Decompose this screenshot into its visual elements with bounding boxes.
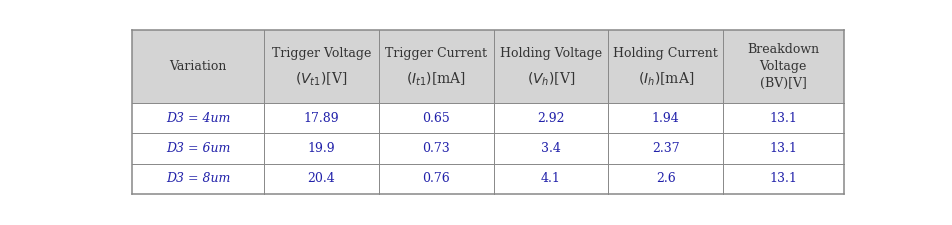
Bar xyxy=(132,133,843,164)
Text: 17.89: 17.89 xyxy=(304,112,339,125)
Text: $(V_{t1})$[V]: $(V_{t1})$[V] xyxy=(295,71,347,88)
Text: $(I_{h})$[mA]: $(I_{h})$[mA] xyxy=(638,71,694,88)
Bar xyxy=(132,164,843,194)
Text: $(V_{h})$[V]: $(V_{h})$[V] xyxy=(526,71,575,88)
Bar xyxy=(132,103,843,133)
Text: $(I_{t1})$[mA]: $(I_{t1})$[mA] xyxy=(407,71,466,88)
Bar xyxy=(132,30,843,103)
Text: 0.76: 0.76 xyxy=(423,172,450,185)
Text: 2.37: 2.37 xyxy=(652,142,680,155)
Text: Breakdown: Breakdown xyxy=(747,43,820,56)
Text: D3 = 4um: D3 = 4um xyxy=(166,112,230,125)
Text: D3 = 6um: D3 = 6um xyxy=(166,142,230,155)
Text: 4.1: 4.1 xyxy=(541,172,561,185)
Text: Holding Voltage: Holding Voltage xyxy=(500,47,602,60)
Text: Trigger Voltage: Trigger Voltage xyxy=(272,47,371,60)
Text: 3.4: 3.4 xyxy=(541,142,561,155)
Text: 20.4: 20.4 xyxy=(307,172,335,185)
Text: 19.9: 19.9 xyxy=(307,142,335,155)
Text: 13.1: 13.1 xyxy=(769,142,797,155)
Text: 2.6: 2.6 xyxy=(656,172,676,185)
Text: Voltage: Voltage xyxy=(760,60,807,73)
Text: D3 = 8um: D3 = 8um xyxy=(166,172,230,185)
Text: Variation: Variation xyxy=(169,60,227,73)
Text: 2.92: 2.92 xyxy=(537,112,565,125)
Text: (BV)[V]: (BV)[V] xyxy=(760,77,806,90)
Text: Holding Current: Holding Current xyxy=(613,47,718,60)
Text: Trigger Current: Trigger Current xyxy=(386,47,487,60)
Text: 13.1: 13.1 xyxy=(769,172,797,185)
Text: 0.73: 0.73 xyxy=(423,142,450,155)
Text: 13.1: 13.1 xyxy=(769,112,797,125)
Text: 1.94: 1.94 xyxy=(652,112,680,125)
Text: 0.65: 0.65 xyxy=(423,112,450,125)
